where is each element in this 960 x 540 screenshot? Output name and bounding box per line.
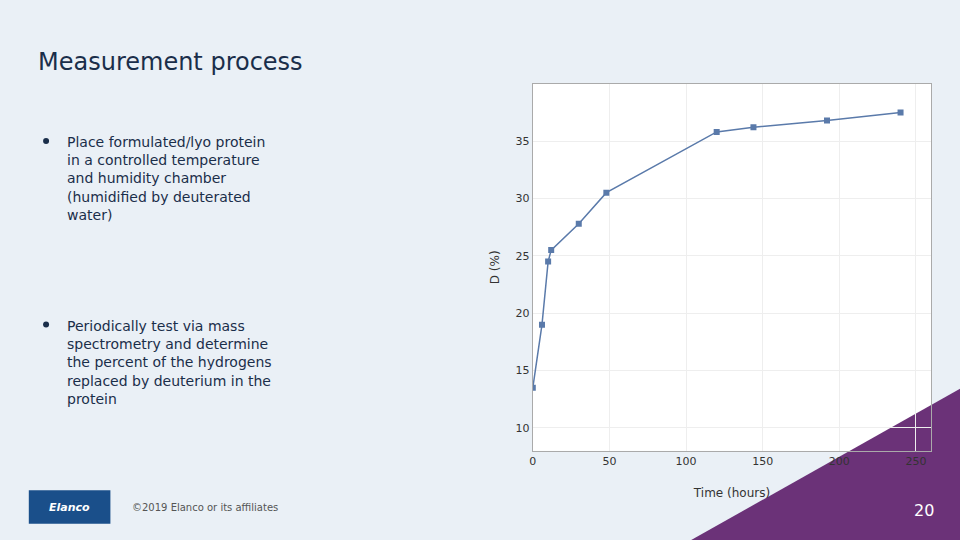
svg-text:15: 15 (516, 364, 530, 377)
svg-text:Place formulated/lyo proteinin: Place formulated/lyo proteinin a control… (67, 134, 265, 223)
svg-text:30: 30 (516, 192, 530, 205)
svg-text:Measurement process: Measurement process (38, 48, 303, 76)
svg-text:35: 35 (516, 135, 530, 148)
svg-text:©2019 Elanco or its affiliates: ©2019 Elanco or its affiliates (132, 502, 278, 513)
svg-text:20: 20 (516, 307, 530, 320)
svg-text:20: 20 (914, 501, 934, 520)
svg-text:50: 50 (602, 455, 616, 468)
svg-text:250: 250 (905, 455, 926, 468)
svg-text:Time (hours): Time (hours) (693, 486, 770, 500)
svg-text:100: 100 (676, 455, 697, 468)
svg-text:D (%): D (%) (488, 250, 502, 284)
svg-text:200: 200 (829, 455, 850, 468)
svg-text:Elanco: Elanco (49, 501, 90, 514)
svg-text:Periodically test via massspec: Periodically test via massspectrometry a… (67, 318, 272, 407)
svg-text:25: 25 (516, 250, 530, 263)
svg-text:10: 10 (516, 422, 530, 435)
svg-text:150: 150 (752, 455, 773, 468)
svg-text:0: 0 (529, 455, 536, 468)
